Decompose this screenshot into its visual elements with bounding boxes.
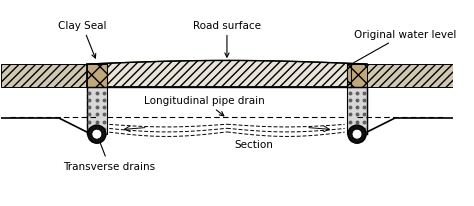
- FancyBboxPatch shape: [347, 87, 367, 135]
- Polygon shape: [367, 65, 453, 87]
- Polygon shape: [87, 65, 107, 87]
- Circle shape: [352, 130, 362, 139]
- Text: Road surface: Road surface: [193, 21, 261, 58]
- Text: Clay Seal: Clay Seal: [58, 21, 106, 59]
- Polygon shape: [0, 65, 87, 87]
- Polygon shape: [347, 65, 367, 87]
- FancyBboxPatch shape: [87, 87, 107, 135]
- Circle shape: [348, 125, 366, 144]
- Circle shape: [88, 125, 106, 144]
- Circle shape: [92, 130, 102, 139]
- Polygon shape: [87, 61, 367, 87]
- Text: Longitudinal pipe drain: Longitudinal pipe drain: [144, 96, 264, 116]
- Text: Transverse drains: Transverse drains: [63, 138, 155, 172]
- Text: Original water level: Original water level: [354, 30, 456, 63]
- Text: Section: Section: [235, 139, 273, 149]
